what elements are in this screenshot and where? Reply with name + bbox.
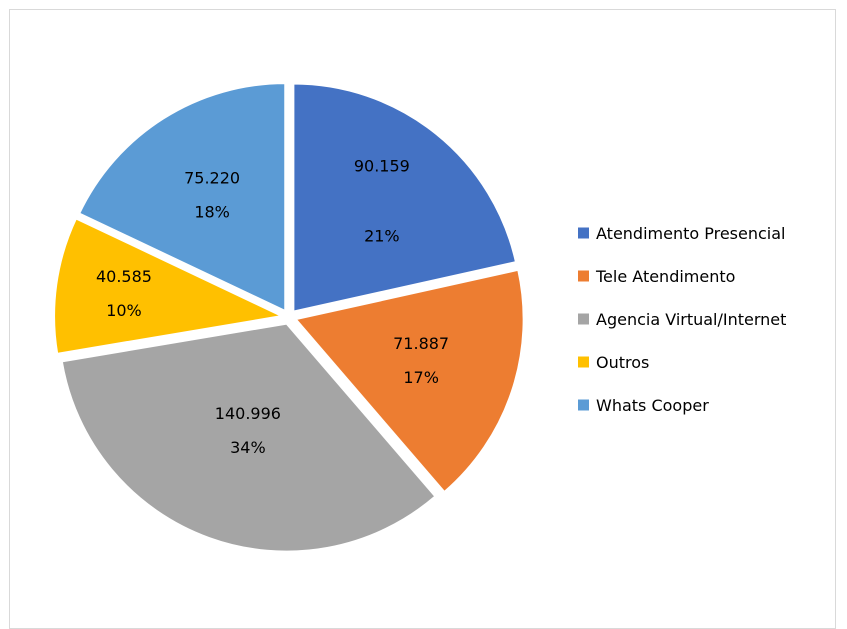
pie-slice-agencia-virtual-internet[interactable]: [60, 322, 437, 553]
pie-slice-outros[interactable]: [53, 217, 286, 355]
legend: Atendimento Presencial Tele Atendimento Ag…: [578, 224, 786, 415]
slice-percent-label-atendimento-presencial: 21%: [364, 226, 400, 245]
slice-value-label-outros: 40.585: [96, 267, 152, 286]
slice-value-label-whats-cooper: 75.220: [184, 168, 240, 187]
legend-label: Outros: [596, 353, 649, 372]
pie-slices: [53, 82, 525, 553]
legend-item-outros: Outros: [578, 353, 649, 372]
slice-percent-label-outros: 10%: [106, 301, 142, 320]
legend-item-tele-atendimento: Tele Atendimento: [578, 267, 735, 286]
pie-slice-atendimento-presencial[interactable]: [292, 82, 518, 313]
legend-item-agencia-virtual-internet: Agencia Virtual/Internet: [578, 310, 786, 329]
legend-label: Whats Cooper: [596, 396, 709, 415]
legend-label: Tele Atendimento: [595, 267, 735, 286]
legend-item-whats-cooper: Whats Cooper: [578, 396, 709, 415]
legend-item-atendimento-presencial: Atendimento Presencial: [578, 224, 786, 243]
slice-value-label-agencia-virtual-internet: 140.996: [215, 404, 281, 423]
legend-swatch: [578, 270, 589, 282]
legend-swatch: [578, 227, 589, 239]
pie-slice-whats-cooper[interactable]: [77, 82, 287, 313]
legend-swatch: [578, 356, 589, 368]
slice-percent-label-whats-cooper: 18%: [194, 202, 230, 221]
slice-percent-label-tele-atendimento: 17%: [403, 368, 439, 387]
slice-value-label-atendimento-presencial: 90.159: [354, 156, 410, 175]
legend-swatch: [578, 313, 589, 325]
slice-labels: 90.159 21% 71.887 17% 140.996 34% 40.585 10% 75.…: [96, 156, 449, 457]
pie-slice-tele-atendimento[interactable]: [293, 268, 525, 494]
slice-value-label-tele-atendimento: 71.887: [393, 334, 449, 353]
legend-swatch: [578, 399, 589, 411]
legend-label: Agencia Virtual/Internet: [596, 310, 786, 329]
legend-label: Atendimento Presencial: [596, 224, 786, 243]
slice-percent-label-agencia-virtual-internet: 34%: [230, 438, 266, 457]
